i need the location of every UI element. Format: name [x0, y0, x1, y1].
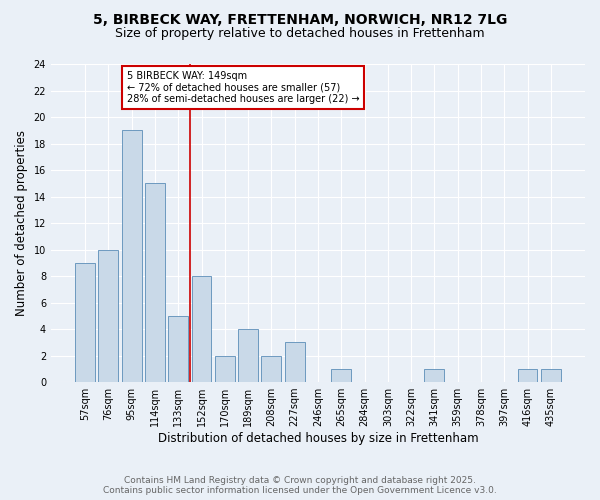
Bar: [191, 276, 211, 382]
Bar: [98, 250, 118, 382]
Bar: [238, 329, 258, 382]
Text: Size of property relative to detached houses in Frettenham: Size of property relative to detached ho…: [115, 28, 485, 40]
Bar: [145, 184, 165, 382]
Text: 5 BIRBECK WAY: 149sqm
← 72% of detached houses are smaller (57)
28% of semi-deta: 5 BIRBECK WAY: 149sqm ← 72% of detached …: [127, 70, 359, 104]
Bar: [215, 356, 235, 382]
Bar: [518, 369, 538, 382]
Bar: [331, 369, 351, 382]
X-axis label: Distribution of detached houses by size in Frettenham: Distribution of detached houses by size …: [158, 432, 478, 445]
Bar: [541, 369, 561, 382]
Bar: [122, 130, 142, 382]
Text: 5, BIRBECK WAY, FRETTENHAM, NORWICH, NR12 7LG: 5, BIRBECK WAY, FRETTENHAM, NORWICH, NR1…: [93, 12, 507, 26]
Bar: [262, 356, 281, 382]
Text: Contains HM Land Registry data © Crown copyright and database right 2025.
Contai: Contains HM Land Registry data © Crown c…: [103, 476, 497, 495]
Y-axis label: Number of detached properties: Number of detached properties: [15, 130, 28, 316]
Bar: [424, 369, 444, 382]
Bar: [75, 263, 95, 382]
Bar: [169, 316, 188, 382]
Bar: [285, 342, 305, 382]
